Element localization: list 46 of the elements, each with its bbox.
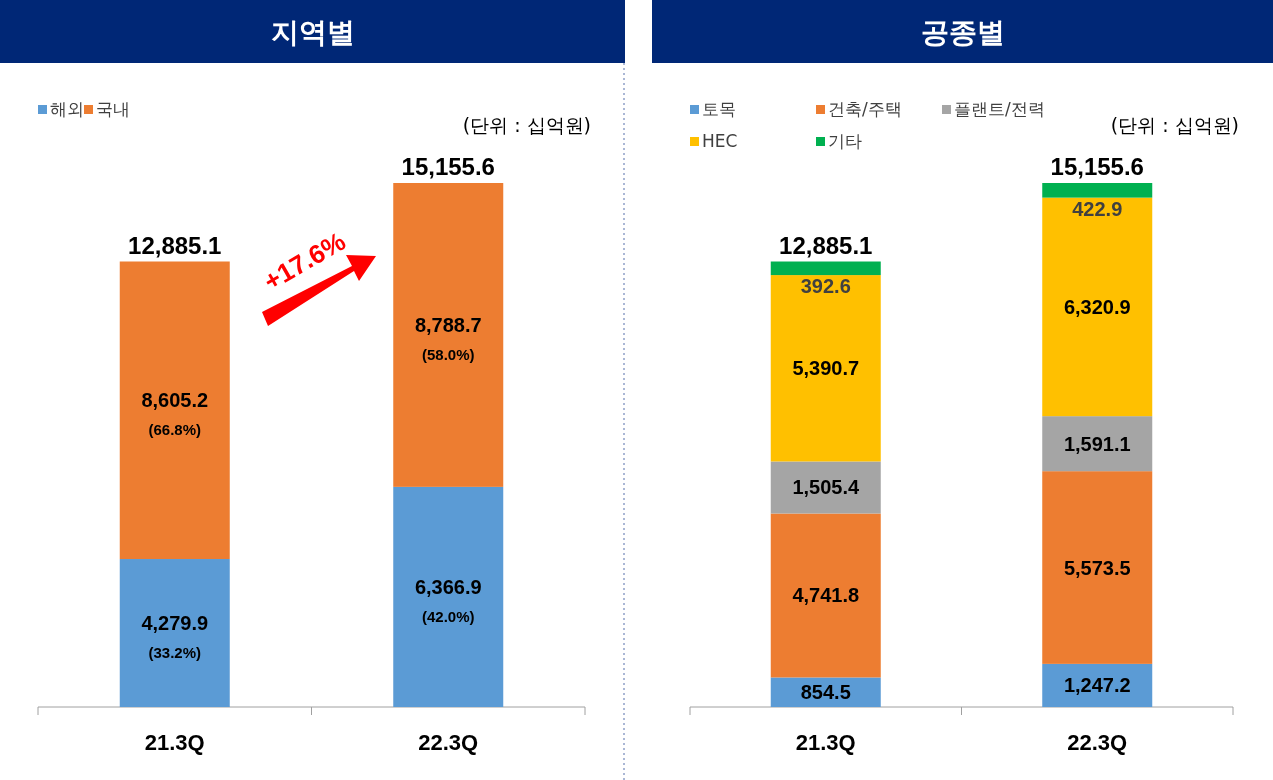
bar xyxy=(1042,416,1153,472)
text: (단위 : 십억원) xyxy=(1110,114,1239,136)
data-label: 6,366.9 (42.0%) xyxy=(414,575,482,625)
bar xyxy=(1042,183,1153,198)
data-label: 422.9 xyxy=(1072,197,1123,220)
data-label: 8,605.2 (66.8%) xyxy=(141,389,209,439)
bar xyxy=(1042,663,1153,707)
data-label: 5,390.7 xyxy=(792,357,860,380)
data-label: 392.6 xyxy=(800,275,851,298)
bar xyxy=(393,183,504,487)
bar xyxy=(770,261,881,276)
legend-label: 기타 xyxy=(828,131,862,151)
bar xyxy=(1042,471,1153,664)
data-label: 854.5 xyxy=(800,681,851,704)
x-tick-label: 22.3Q xyxy=(418,730,479,755)
data-label: 4,741.8 xyxy=(792,584,860,607)
chart-title: 공종별 xyxy=(920,16,1005,49)
bar xyxy=(770,461,881,514)
bar xyxy=(119,559,230,707)
legend-label: 국내 xyxy=(96,99,130,119)
legend-label: 플랜트/전력 xyxy=(954,99,1045,119)
bar xyxy=(1042,197,1153,417)
legend-label: 해외 xyxy=(50,99,84,119)
x-tick-label: 21.3Q xyxy=(795,730,856,755)
total-label: 15,155.6 xyxy=(401,153,495,180)
legend-label: 건축/주택 xyxy=(828,99,902,119)
total-label: 12,885.1 xyxy=(779,231,873,259)
bar xyxy=(393,486,504,707)
x-tick-label: 22.3Q xyxy=(1067,730,1128,755)
data-label: 1,505.4 xyxy=(792,476,860,499)
data-label: 6,320.9 xyxy=(1063,295,1131,318)
data-label: 8,788.7 (58.0%) xyxy=(414,313,482,363)
legend-label: 토목 xyxy=(702,99,736,119)
chart-title: 지역별 xyxy=(270,16,355,49)
x-tick-label: 21.3Q xyxy=(144,730,205,755)
total-label: 12,885.1 xyxy=(128,231,222,259)
data-label: 1,591.1 xyxy=(1063,432,1131,455)
total-label: 15,155.6 xyxy=(1050,153,1144,180)
bar xyxy=(770,513,881,678)
legend-label: HEC xyxy=(702,131,738,151)
data-label: 4,279.9 (33.2%) xyxy=(141,612,209,662)
data-label: 1,247.2 xyxy=(1063,674,1131,697)
bar xyxy=(119,261,230,560)
data-label: 5,573.5 xyxy=(1063,556,1131,579)
bar xyxy=(770,275,881,462)
text: (단위 : 십억원) xyxy=(462,114,591,136)
